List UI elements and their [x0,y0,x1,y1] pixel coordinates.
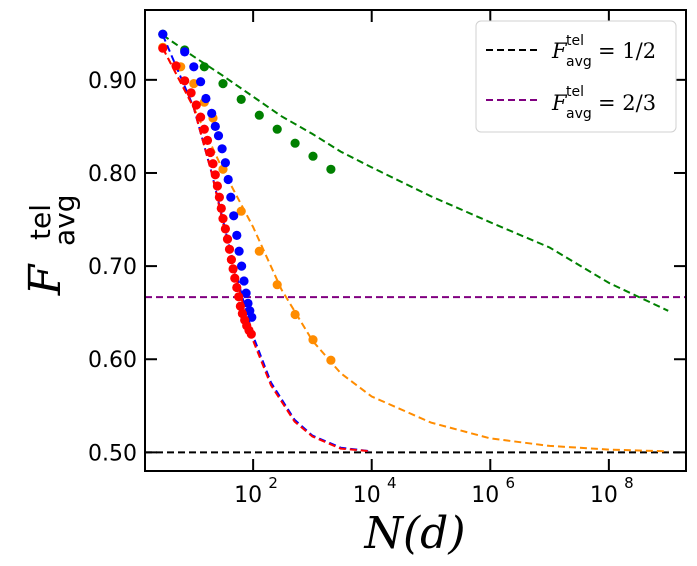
series-2-point [158,29,168,39]
legend-sup: tel [566,33,584,49]
series-3-point [235,301,245,311]
y-axis-title-sup: tel [24,204,57,240]
series-3-point [210,170,220,180]
y-tick-label: 0.70 [88,255,137,280]
series-3-point [214,192,224,202]
series-1-point [272,280,282,290]
y-tick-label: 0.80 [88,162,137,187]
series-3-point [218,214,228,224]
series-3-point [230,273,240,283]
series-0-point [326,164,336,174]
y-tick-label: 0.50 [88,441,137,466]
legend-sub: avg [566,106,592,122]
legend-sub: avg [566,54,592,70]
series-2-point [223,174,233,185]
legend-entry-half: F tel avg = 1/2 [486,33,656,70]
series-0-point [199,62,209,72]
legend-label-two-thirds: = 2/3 [598,91,656,115]
series-3-point [212,181,222,191]
series-1-point [254,246,264,256]
y-axis-title: F tel avg [20,194,81,296]
series-0-point [218,79,228,89]
x-axis-title: N(d) [364,508,466,559]
plot-frame [144,9,687,472]
x-tick-exponent: 2 [268,474,278,492]
series-2-point [241,288,251,298]
series-3-point [158,43,168,53]
series-3-point [222,234,233,244]
series-layer [158,29,669,453]
series-0-point [236,94,246,104]
series-3-point [220,224,230,234]
x-tick-exponent: 4 [387,474,397,492]
series-0-point [308,151,318,161]
series-3-point [208,159,218,169]
series-2-point [217,144,227,154]
series-0-point [290,138,300,148]
series-2-point [196,77,206,87]
series-3-point [216,203,226,213]
series-3-point [191,100,201,110]
x-tick-label: 10 [471,483,499,508]
series-0-fit-line [162,34,669,312]
series-2-point [226,192,236,202]
series-2-point [232,230,242,240]
series-3-point [196,112,206,122]
series-3-point [205,147,215,158]
legend-label-half: = 1/2 [598,39,656,63]
y-axis-title-sub: avg [48,194,81,246]
series-3-point [228,264,238,274]
legend-entry-two-thirds: F tel avg = 2/3 [486,84,656,122]
x-tick-label: 10 [590,483,618,508]
legend-box [475,20,677,133]
series-2-point [237,261,247,271]
series-3-fit-line [161,47,372,453]
series-2-point [189,62,199,72]
legend: F tel avg = 1/2 F tel avg = 2/3 [475,20,677,133]
x-tick-exponent: 6 [506,474,516,492]
series-1-point [290,309,300,320]
series-2-point [207,108,217,118]
legend-f-symbol: F [551,39,568,63]
series-2-fit-line [161,34,372,453]
series-1-point [326,355,336,365]
reference-lines [145,296,686,454]
series-2-point [220,158,230,168]
axis-ticks: 0.50 0.60 0.70 0.80 0.90 10 2 10 4 10 6 10 8 [88,10,686,508]
series-3-point [234,292,244,302]
series-3-point [246,329,256,339]
series-3-point [232,282,242,293]
y-tick-label: 0.90 [88,69,137,94]
series-3-point [199,124,209,134]
series-3-point [224,244,235,254]
series-2-point [229,211,239,221]
series-2-point [234,246,244,256]
series-2-point [210,121,220,131]
series-3-point [202,135,213,145]
series-2-point [180,47,190,57]
series-3-point [171,61,181,71]
series-0-point [272,124,282,134]
series-2-point [201,93,211,104]
x-tick-label: 10 [234,483,262,508]
series-1-point [236,206,246,216]
series-2-point [247,312,257,322]
legend-f-symbol: F [551,91,568,115]
series-3-point [226,255,236,265]
series-1-point [308,335,318,345]
y-tick-label: 0.60 [88,348,137,373]
series-3-point [180,76,190,86]
legend-sup: tel [566,84,584,100]
series-3-point [186,88,196,98]
x-tick-exponent: 8 [624,474,634,492]
x-tick-label: 10 [353,483,381,508]
series-2-point [213,131,224,141]
y-axis-title-main: F [20,263,71,296]
series-0-point [254,110,264,120]
series-2-point [239,276,249,286]
series-2-point [243,298,253,308]
